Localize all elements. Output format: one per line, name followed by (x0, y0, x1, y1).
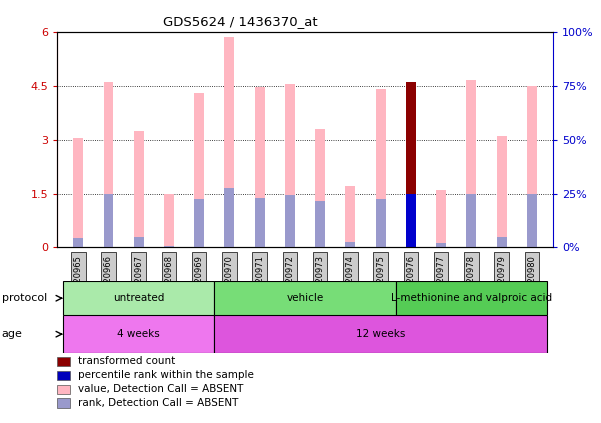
Bar (224, 37, 234, 247)
Bar (526, 85, 537, 247)
Bar (134, 237, 144, 247)
Bar (63, 315, 215, 353)
Bar (346, 238, 355, 247)
Bar (103, 82, 114, 247)
Bar (164, 194, 174, 247)
Text: percentile rank within the sample: percentile rank within the sample (78, 370, 254, 380)
Bar (255, 88, 264, 247)
Bar (315, 196, 325, 247)
Bar (164, 242, 174, 247)
Bar (406, 191, 416, 247)
Bar (255, 194, 264, 247)
Bar (406, 82, 416, 247)
Bar (436, 243, 446, 247)
Bar (346, 187, 355, 247)
Bar (103, 189, 114, 247)
Text: GDS5624 / 1436370_at: GDS5624 / 1436370_at (163, 15, 318, 28)
Bar (134, 233, 144, 247)
Bar (315, 129, 325, 247)
Bar (376, 195, 386, 247)
Bar (376, 199, 386, 247)
Text: 12 weeks: 12 weeks (356, 329, 405, 339)
Bar (496, 237, 507, 247)
Bar (526, 189, 537, 247)
Bar (255, 198, 264, 247)
Text: value, Detection Call = ABSENT: value, Detection Call = ABSENT (78, 384, 243, 394)
Bar (315, 201, 325, 247)
Bar (285, 191, 295, 247)
Bar (406, 194, 416, 247)
Bar (526, 194, 537, 247)
Bar (194, 195, 204, 247)
Bar (466, 80, 476, 247)
Bar (436, 190, 446, 247)
Bar (215, 281, 395, 315)
Text: protocol: protocol (2, 293, 47, 303)
Bar (285, 84, 295, 247)
Bar (466, 194, 476, 247)
Bar (194, 93, 204, 247)
Bar (376, 89, 386, 247)
Bar (496, 233, 507, 247)
Bar (215, 315, 547, 353)
Bar (466, 189, 476, 247)
Bar (164, 246, 174, 247)
Bar (346, 242, 355, 247)
Bar (73, 138, 84, 247)
Text: untreated: untreated (113, 293, 165, 303)
Bar (194, 199, 204, 247)
Bar (436, 239, 446, 247)
Bar (285, 195, 295, 247)
Text: rank, Detection Call = ABSENT: rank, Detection Call = ABSENT (78, 398, 238, 408)
Bar (103, 194, 114, 247)
Bar (73, 238, 84, 247)
Bar (134, 131, 144, 247)
Bar (224, 184, 234, 247)
Bar (73, 233, 84, 247)
Bar (63, 281, 215, 315)
Bar (496, 136, 507, 247)
Text: transformed count: transformed count (78, 356, 175, 366)
Bar (224, 188, 234, 247)
Text: vehicle: vehicle (287, 293, 323, 303)
Text: L-methionine and valproic acid: L-methionine and valproic acid (391, 293, 552, 303)
Bar (395, 281, 547, 315)
Text: 4 weeks: 4 weeks (117, 329, 160, 339)
Text: age: age (2, 329, 23, 339)
